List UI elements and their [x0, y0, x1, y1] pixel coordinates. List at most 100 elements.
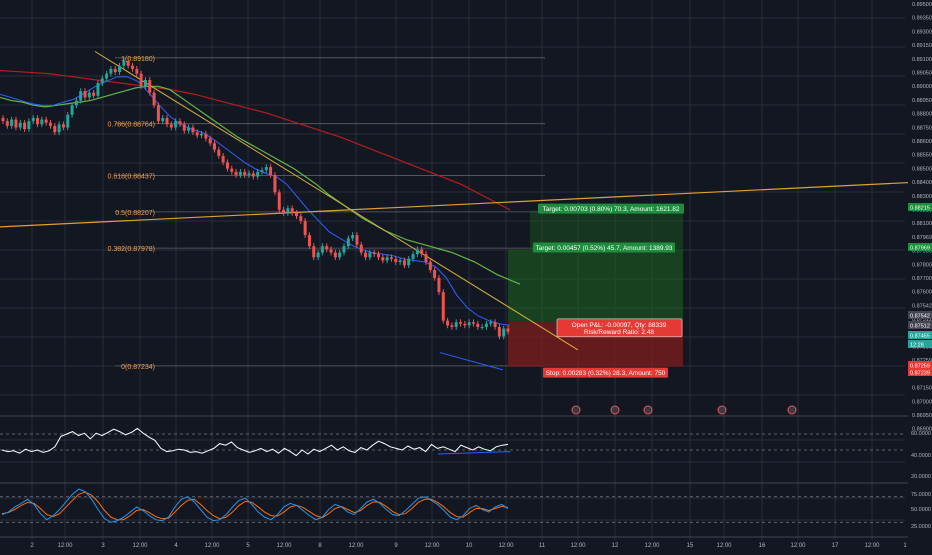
fib-level-label: 0.786(0.88764) — [108, 122, 155, 129]
risk-reward-label: Risk/Reward Ratio: 2.48 — [584, 329, 654, 336]
time-tick-label: 12:00 — [204, 543, 220, 549]
rsi-tick-label: 60.0000 — [911, 431, 931, 437]
time-axis: 2 12:00 3 12:00 4 12:00 5 12:00 8 12:00 9 12:00 10 12… — [30, 543, 907, 549]
candle-body — [143, 79, 147, 87]
time-tick-label: 4 — [174, 543, 178, 549]
candle-body — [346, 238, 350, 247]
candle-body — [174, 121, 178, 128]
time-tick-label: 12:00 — [424, 543, 440, 549]
candle-body — [31, 117, 35, 122]
rsi-line — [1, 427, 509, 457]
rsi-tick-label: 20.0000 — [911, 474, 931, 480]
candle-body — [325, 246, 329, 250]
candle-body — [312, 246, 316, 258]
price-badge-label: 12:28 — [910, 343, 924, 349]
candle-body — [411, 254, 415, 259]
candle-body — [446, 320, 450, 326]
candle-body — [295, 212, 299, 217]
ma-green-line — [0, 85, 521, 285]
candle-body — [256, 171, 260, 177]
target-zone — [508, 249, 683, 322]
candle-body — [208, 138, 212, 144]
candle-body — [273, 174, 277, 193]
stop-label-bg — [543, 367, 668, 378]
candle-body — [497, 326, 501, 337]
candle-body — [381, 257, 385, 261]
time-tick-label: 16 — [759, 543, 766, 549]
time-tick-label: 12:00 — [276, 543, 292, 549]
time-tick-label: 12 — [612, 543, 619, 549]
candle-body — [290, 208, 294, 213]
candle-body — [329, 249, 333, 253]
candle-body — [398, 260, 402, 263]
candle-body — [364, 252, 368, 258]
event-marker-event — [610, 405, 620, 415]
candle-body — [221, 155, 225, 163]
event-marker-event — [643, 405, 653, 415]
candle-body — [40, 119, 44, 125]
price-badge-bg — [908, 361, 932, 369]
candle-body — [459, 322, 463, 324]
price-badge-label: 0.87969 — [910, 246, 930, 252]
fib-level-label: 1(0.89180) — [121, 56, 155, 63]
candle-body — [372, 252, 376, 255]
rsi-tick-label: 40.0000 — [911, 453, 931, 459]
candle-body — [454, 322, 458, 327]
time-tick-label: 2 — [30, 543, 34, 549]
candle-body — [484, 323, 488, 327]
candle-body — [130, 65, 134, 69]
candle-body — [225, 162, 229, 169]
candle-body — [251, 173, 255, 177]
event-marker-event — [787, 405, 797, 415]
price-tick-label: 0.87542 — [912, 303, 932, 309]
price-tick-label: 0.89050 — [912, 71, 932, 77]
candle-body — [212, 143, 216, 150]
time-tick-label: 10 — [466, 543, 473, 549]
candle-body — [23, 122, 27, 130]
stop-label: Stop: 0.00283 (0.32%) 28.3, Amount: 750 — [546, 370, 666, 377]
candle-body — [161, 117, 165, 122]
candle-body — [260, 170, 264, 172]
candle-body — [105, 73, 109, 79]
time-tick-label: 12:00 — [790, 543, 806, 549]
candle-body — [148, 79, 152, 93]
price-tick-label: 0.88550 — [912, 153, 932, 159]
candle-body — [1, 117, 5, 122]
price-axis-bg — [908, 0, 932, 550]
price-tick-label: 0.88400 — [912, 180, 932, 186]
candle-body — [286, 208, 290, 213]
price-tick-label: 0.89350 — [912, 16, 932, 22]
candle-body — [61, 124, 65, 128]
candle-body — [66, 114, 70, 128]
candle-body — [320, 246, 324, 253]
candle-body — [238, 171, 242, 175]
price-tick-label: 0.88600 — [912, 139, 932, 145]
price-badge-label: 0.87455 — [910, 334, 930, 340]
candle-body — [368, 252, 372, 258]
candle-body — [83, 91, 87, 98]
candle-body — [195, 132, 199, 136]
candle-body — [234, 171, 238, 175]
time-tick-label: 5 — [246, 543, 250, 549]
trendline-horizontal — [0, 180, 932, 228]
price-tick-label: 0.87512 — [912, 317, 932, 323]
price-tick-label: 0.87150 — [912, 386, 932, 392]
price-tick-label: 0.87969 — [912, 235, 932, 241]
time-tick-label: 12:00 — [348, 543, 364, 549]
candle-body — [489, 322, 493, 324]
price-badge-bg — [908, 321, 932, 329]
candle-body — [53, 125, 57, 133]
price-badge-label: 0.87542 — [910, 314, 930, 320]
time-tick-label: 15 — [687, 543, 694, 549]
candle-body — [204, 133, 208, 139]
price-badge-bg — [908, 311, 932, 319]
candle-body — [187, 127, 191, 131]
price-tick-label: 0.89100 — [912, 57, 932, 63]
candle-body — [407, 258, 411, 266]
price-tick-label: 0.87900 — [912, 249, 932, 255]
open-pnl-label: Open P&L: -0.00097, Qty: 88339 — [572, 322, 667, 329]
open-pnl-bg — [556, 318, 683, 338]
